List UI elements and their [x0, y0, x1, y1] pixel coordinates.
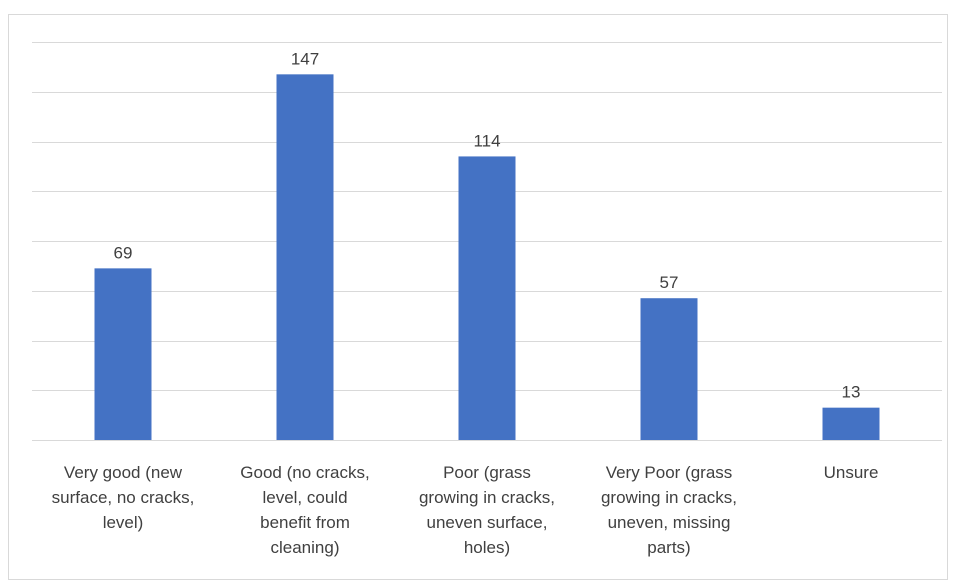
x-tick-label: Poor (grass growing in cracks, uneven surf…: [419, 463, 555, 557]
bar[interactable]: [822, 407, 880, 440]
x-tick-label: Unsure: [824, 463, 879, 482]
x-tick-label-line: uneven surface,: [427, 513, 548, 532]
x-tick-label-line: level): [103, 513, 144, 532]
x-tick-label-line: Very good (new: [64, 463, 183, 482]
x-tick-label-line: growing in cracks,: [419, 488, 555, 507]
x-tick-label-line: surface, no cracks,: [52, 488, 195, 507]
data-label: 69: [114, 243, 133, 262]
x-tick-label-line: holes): [464, 538, 510, 557]
x-tick-label-line: benefit from: [260, 513, 350, 532]
data-label: 13: [842, 383, 861, 402]
x-tick-label-line: level, could: [262, 488, 347, 507]
bar[interactable]: [276, 74, 334, 441]
x-tick-label-line: uneven, missing: [608, 513, 731, 532]
data-label: 147: [291, 49, 319, 68]
x-tick-label: Good (no cracks, level, could benefit from…: [240, 463, 369, 557]
x-tick-label-line: parts): [647, 538, 690, 557]
x-tick-label-line: cleaning): [271, 538, 340, 557]
x-tick-label: Very good (new surface, no cracks, level): [52, 463, 195, 532]
x-tick-label-line: Poor (grass: [443, 463, 531, 482]
data-label: 114: [473, 131, 500, 150]
bar[interactable]: [458, 156, 516, 441]
x-tick-label-line: Very Poor (grass: [606, 463, 733, 482]
x-tick-label: Very Poor (grass growing in cracks, uneven…: [601, 463, 737, 557]
bar[interactable]: [640, 298, 698, 440]
x-tick-label-line: Unsure: [824, 463, 879, 482]
data-label: 57: [660, 273, 679, 292]
bar[interactable]: [94, 268, 152, 440]
bar-chart: 69 Very good (new surface, no cracks, level…: [32, 42, 942, 557]
x-tick-label-line: Good (no cracks,: [240, 463, 369, 482]
x-tick-label-line: growing in cracks,: [601, 488, 737, 507]
chart-frame: 69 Very good (new surface, no cracks, level…: [8, 14, 948, 580]
